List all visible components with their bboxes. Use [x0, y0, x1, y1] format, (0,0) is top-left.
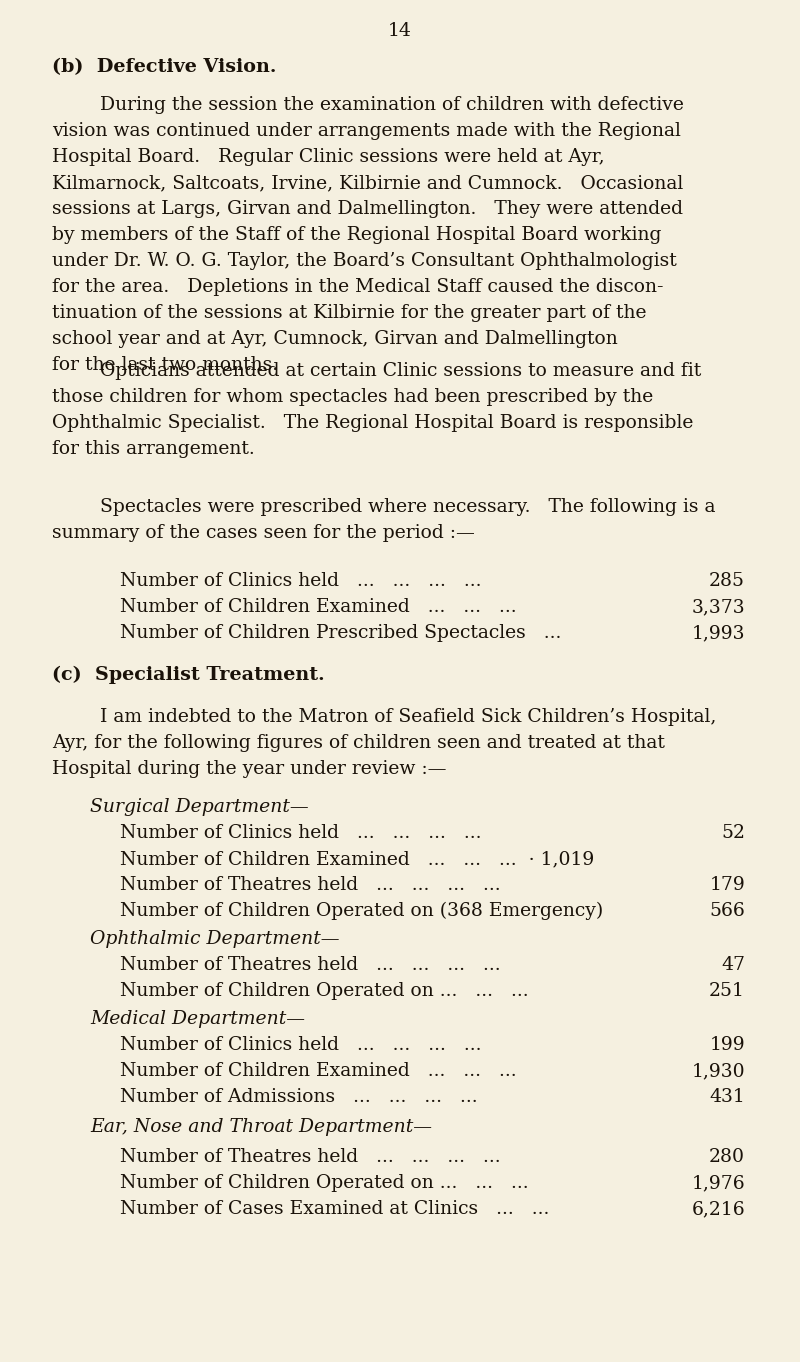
Text: Number of Children Operated on ...   ...   ...: Number of Children Operated on ... ... .… — [120, 1174, 529, 1192]
Text: 1,930: 1,930 — [691, 1062, 745, 1080]
Text: Number of Cases Examined at Clinics   ...   ...: Number of Cases Examined at Clinics ... … — [120, 1200, 550, 1218]
Text: tinuation of the sessions at Kilbirnie for the greater part of the: tinuation of the sessions at Kilbirnie f… — [52, 304, 646, 321]
Text: Number of Clinics held   ...   ...   ...   ...: Number of Clinics held ... ... ... ... — [120, 572, 482, 590]
Text: Number of Children Operated on ...   ...   ...: Number of Children Operated on ... ... .… — [120, 982, 529, 1000]
Text: 3,373: 3,373 — [691, 598, 745, 616]
Text: 285: 285 — [709, 572, 745, 590]
Text: Opticians attended at certain Clinic sessions to measure and fit: Opticians attended at certain Clinic ses… — [100, 362, 702, 380]
Text: under Dr. W. O. G. Taylor, the Board’s Consultant Ophthalmologist: under Dr. W. O. G. Taylor, the Board’s C… — [52, 252, 677, 270]
Text: Number of Theatres held   ...   ...   ...   ...: Number of Theatres held ... ... ... ... — [120, 876, 501, 893]
Text: Hospital during the year under review :—: Hospital during the year under review :— — [52, 760, 446, 778]
Text: Number of Children Operated on (368 Emergency): Number of Children Operated on (368 Emer… — [120, 902, 603, 921]
Text: 179: 179 — [710, 876, 745, 893]
Text: During the session the examination of children with defective: During the session the examination of ch… — [100, 95, 684, 114]
Text: Hospital Board.   Regular Clinic sessions were held at Ayr,: Hospital Board. Regular Clinic sessions … — [52, 148, 605, 166]
Text: Number of Admissions   ...   ...   ...   ...: Number of Admissions ... ... ... ... — [120, 1088, 478, 1106]
Text: 1,993: 1,993 — [691, 624, 745, 642]
Text: those children for whom spectacles had been prescribed by the: those children for whom spectacles had b… — [52, 388, 654, 406]
Text: summary of the cases seen for the period :—: summary of the cases seen for the period… — [52, 524, 475, 542]
Text: Number of Children Examined   ...   ...   ...  · 1,019: Number of Children Examined ... ... ... … — [120, 850, 594, 868]
Text: Number of Theatres held   ...   ...   ...   ...: Number of Theatres held ... ... ... ... — [120, 1148, 501, 1166]
Text: 6,216: 6,216 — [691, 1200, 745, 1218]
Text: Number of Children Prescribed Spectacles   ...: Number of Children Prescribed Spectacles… — [120, 624, 562, 642]
Text: for the last two months.: for the last two months. — [52, 355, 278, 375]
Text: 280: 280 — [709, 1148, 745, 1166]
Text: Ophthalmic Department—: Ophthalmic Department— — [90, 930, 339, 948]
Text: Surgical Department—: Surgical Department— — [90, 798, 309, 816]
Text: 199: 199 — [710, 1036, 745, 1054]
Text: 566: 566 — [710, 902, 745, 919]
Text: for the area.   Depletions in the Medical Staff caused the discon-: for the area. Depletions in the Medical … — [52, 278, 663, 296]
Text: Kilmarnock, Saltcoats, Irvine, Kilbirnie and Cumnock.   Occasional: Kilmarnock, Saltcoats, Irvine, Kilbirnie… — [52, 174, 683, 192]
Text: school year and at Ayr, Cumnock, Girvan and Dalmellington: school year and at Ayr, Cumnock, Girvan … — [52, 330, 618, 349]
Text: sessions at Largs, Girvan and Dalmellington.   They were attended: sessions at Largs, Girvan and Dalmelling… — [52, 200, 683, 218]
Text: I am indebted to the Matron of Seafield Sick Children’s Hospital,: I am indebted to the Matron of Seafield … — [100, 708, 716, 726]
Text: (b)  Defective Vision.: (b) Defective Vision. — [52, 59, 276, 76]
Text: 251: 251 — [709, 982, 745, 1000]
Text: Medical Department—: Medical Department— — [90, 1011, 305, 1028]
Text: Number of Theatres held   ...   ...   ...   ...: Number of Theatres held ... ... ... ... — [120, 956, 501, 974]
Text: Number of Children Examined   ...   ...   ...: Number of Children Examined ... ... ... — [120, 1062, 517, 1080]
Text: by members of the Staff of the Regional Hospital Board working: by members of the Staff of the Regional … — [52, 226, 662, 244]
Text: 52: 52 — [721, 824, 745, 842]
Text: 14: 14 — [388, 22, 412, 39]
Text: Number of Clinics held   ...   ...   ...   ...: Number of Clinics held ... ... ... ... — [120, 1036, 482, 1054]
Text: Number of Children Examined   ...   ...   ...: Number of Children Examined ... ... ... — [120, 598, 517, 616]
Text: vision was continued under arrangements made with the Regional: vision was continued under arrangements … — [52, 123, 681, 140]
Text: 431: 431 — [710, 1088, 745, 1106]
Text: 47: 47 — [721, 956, 745, 974]
Text: 1,976: 1,976 — [691, 1174, 745, 1192]
Text: Spectacles were prescribed where necessary.   The following is a: Spectacles were prescribed where necessa… — [100, 498, 715, 516]
Text: (c)  Specialist Treatment.: (c) Specialist Treatment. — [52, 666, 325, 684]
Text: Ophthalmic Specialist.   The Regional Hospital Board is responsible: Ophthalmic Specialist. The Regional Hosp… — [52, 414, 694, 432]
Text: Number of Clinics held   ...   ...   ...   ...: Number of Clinics held ... ... ... ... — [120, 824, 482, 842]
Text: for this arrangement.: for this arrangement. — [52, 440, 254, 458]
Text: Ayr, for the following figures of children seen and treated at that: Ayr, for the following figures of childr… — [52, 734, 665, 752]
Text: Ear, Nose and Throat Department—: Ear, Nose and Throat Department— — [90, 1118, 432, 1136]
